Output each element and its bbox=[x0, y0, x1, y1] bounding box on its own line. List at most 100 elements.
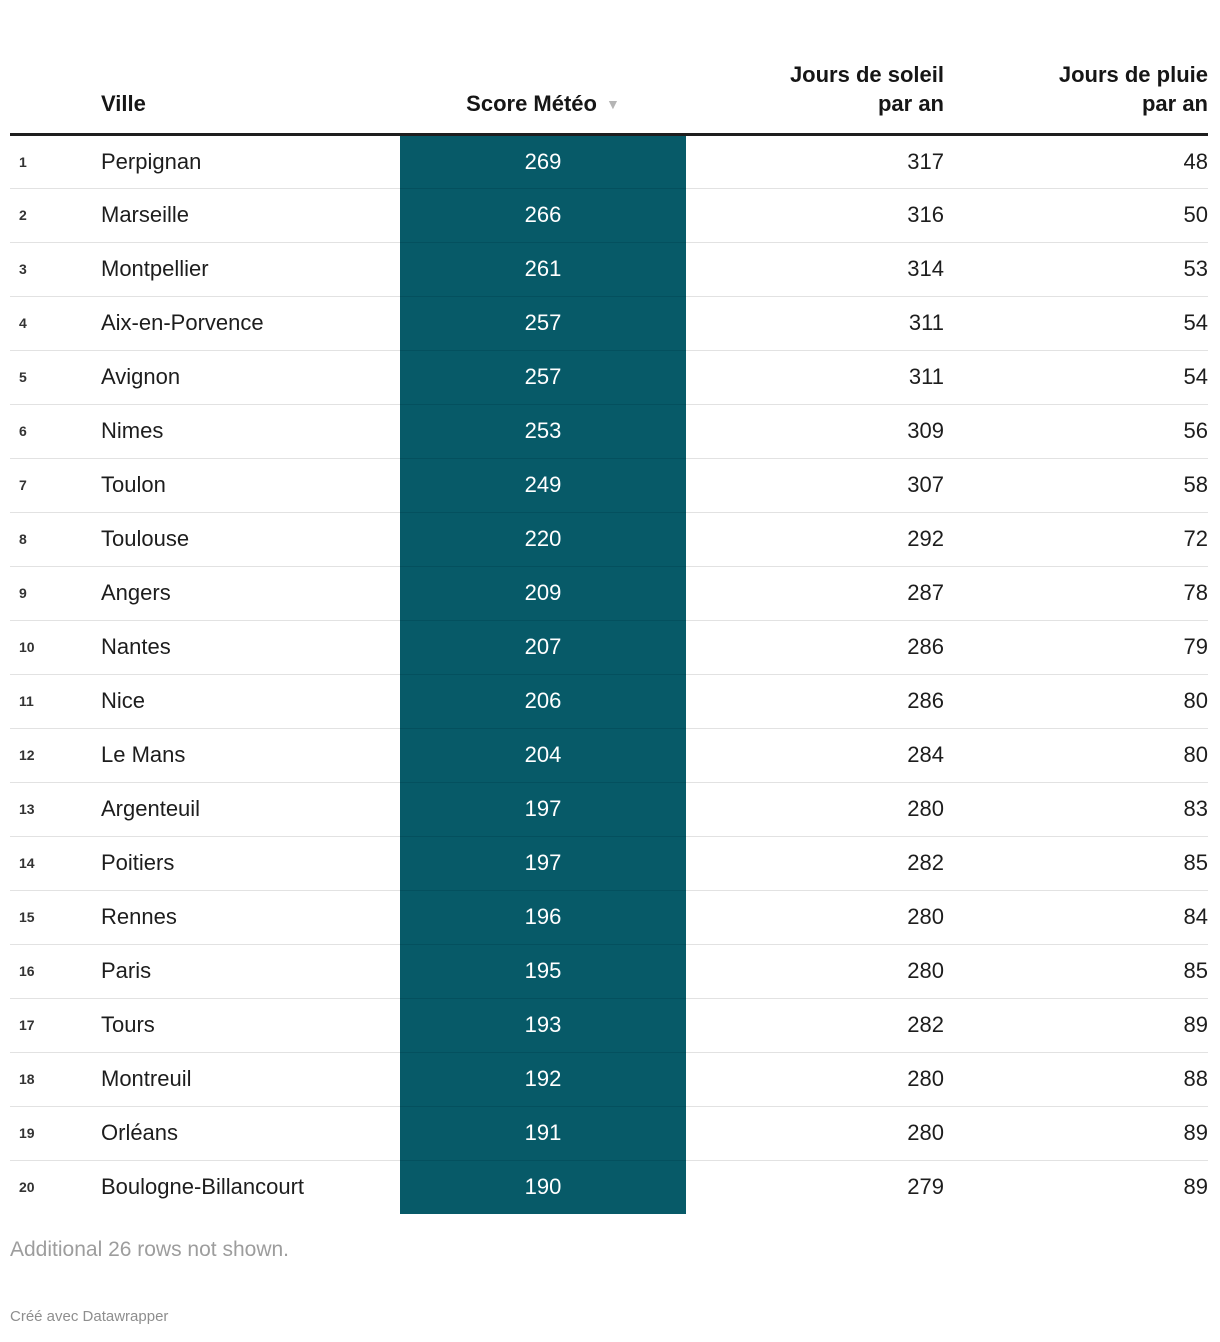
col-header-ville[interactable]: Ville bbox=[90, 0, 400, 136]
col-header-score-label: Score Météo bbox=[466, 91, 597, 117]
row-city-name: Aix-en-Porvence bbox=[90, 295, 400, 350]
table-row: 15 Rennes 196 280 84 bbox=[10, 889, 1208, 944]
table-row: 9 Angers 209 287 78 bbox=[10, 565, 1208, 620]
row-sunny-days: 279 bbox=[686, 1159, 944, 1214]
row-rainy-days: 50 bbox=[944, 187, 1208, 242]
table-row: 5 Avignon 257 311 54 bbox=[10, 349, 1208, 404]
row-rainy-days: 48 bbox=[1183, 148, 1208, 174]
row-sunny-days: 311 bbox=[686, 349, 944, 404]
col-header-jours-pluie[interactable]: Jours de pluie par an bbox=[944, 0, 1208, 136]
row-rainy-days: 53 bbox=[944, 241, 1208, 296]
row-rank-number: 6 bbox=[10, 403, 90, 458]
row-city-name: Tours bbox=[90, 997, 400, 1052]
row-rank-number: 2 bbox=[10, 187, 90, 242]
row-score-meteo-cell: 206 bbox=[400, 673, 686, 728]
row-score-meteo-cell: 193 bbox=[400, 997, 686, 1052]
row-score-meteo-cell: 261 bbox=[400, 241, 686, 296]
col-header-score-meteo[interactable]: Score Météo ▼ bbox=[400, 0, 686, 136]
row-city-name: Montreuil bbox=[90, 1051, 400, 1106]
col-header-soleil-line1: Jours de soleil bbox=[789, 62, 944, 88]
row-sunny-days: 282 bbox=[686, 997, 944, 1052]
row-rank-number: 20 bbox=[10, 1159, 90, 1214]
row-score-meteo-cell: 249 bbox=[400, 457, 686, 512]
row-rainy-days: 85 bbox=[944, 943, 1208, 998]
row-city-name: Nice bbox=[90, 673, 400, 728]
row-score-meteo-cell: 191 bbox=[400, 1105, 686, 1160]
row-score-meteo-cell: 220 bbox=[400, 511, 686, 566]
row-city-name: Orléans bbox=[90, 1105, 400, 1160]
table-row: 18 Montreuil 192 280 88 bbox=[10, 1051, 1208, 1106]
row-sunny-days: 286 bbox=[686, 619, 944, 674]
row-rank-number: 11 bbox=[10, 673, 90, 728]
row-score-meteo-cell: 207 bbox=[400, 619, 686, 674]
row-city-name: Rennes bbox=[90, 889, 400, 944]
row-sunny-days: 286 bbox=[686, 673, 944, 728]
table-row: 11 Nice 206 286 80 bbox=[10, 673, 1208, 728]
col-header-rank bbox=[10, 0, 90, 136]
table-row: 4 Aix-en-Porvence 257 311 54 bbox=[10, 295, 1208, 350]
row-rank-number: 9 bbox=[10, 565, 90, 620]
row-rainy-days: 78 bbox=[944, 565, 1208, 620]
row-city-name: Paris bbox=[90, 943, 400, 998]
row-score-meteo-cell: 195 bbox=[400, 943, 686, 998]
row-city-name: Marseille bbox=[90, 187, 400, 242]
row-sunny-days: 282 bbox=[686, 835, 944, 890]
row-sunny-days: 309 bbox=[686, 403, 944, 458]
table-header: Ville Score Météo ▼ Jours de soleil par an… bbox=[10, 0, 1208, 136]
table-row: 19 Orléans 191 280 89 bbox=[10, 1105, 1208, 1160]
row-rainy-days: 83 bbox=[944, 781, 1208, 836]
row-rainy-days: 89 bbox=[944, 1159, 1208, 1214]
table-row: 10 Nantes 207 286 79 bbox=[10, 619, 1208, 674]
row-rank-number: 18 bbox=[10, 1051, 90, 1106]
table-row: 16 Paris 195 280 85 bbox=[10, 943, 1208, 998]
row-rank-number: 5 bbox=[10, 349, 90, 404]
row-rank-number: 3 bbox=[10, 241, 90, 296]
col-header-pluie-line2: par an bbox=[1141, 91, 1208, 117]
row-sunny-days: 284 bbox=[686, 727, 944, 782]
row-rank-number: 8 bbox=[10, 511, 90, 566]
row-sunny-days: 287 bbox=[686, 565, 944, 620]
sort-descending-icon: ▼ bbox=[605, 96, 620, 113]
row-rainy-days: 58 bbox=[944, 457, 1208, 512]
table-row: 20 Boulogne-Billancourt 190 279 89 bbox=[10, 1159, 1208, 1214]
row-rainy-days: 54 bbox=[944, 295, 1208, 350]
row-rainy-days: 85 bbox=[944, 835, 1208, 890]
row-city-name: Argenteuil bbox=[90, 781, 400, 836]
row-city-name: Avignon bbox=[90, 349, 400, 404]
row-sunny-days: 311 bbox=[686, 295, 944, 350]
row-city-name: Angers bbox=[90, 565, 400, 620]
row-sunny-days: 280 bbox=[686, 943, 944, 998]
row-score-meteo-cell: 197 bbox=[400, 781, 686, 836]
table-row: 1 Perpignan 269 317 48 bbox=[10, 134, 1208, 188]
row-sunny-days: 280 bbox=[686, 781, 944, 836]
row-rank-number: 16 bbox=[10, 943, 90, 998]
row-sunny-days: 314 bbox=[686, 241, 944, 296]
row-city-name: Toulon bbox=[90, 457, 400, 512]
row-rainy-days: 56 bbox=[944, 403, 1208, 458]
table-row: 8 Toulouse 220 292 72 bbox=[10, 511, 1208, 566]
col-header-jours-soleil[interactable]: Jours de soleil par an bbox=[686, 0, 944, 136]
row-score-meteo-cell: 269 bbox=[400, 134, 686, 188]
row-score-meteo-cell: 196 bbox=[400, 889, 686, 944]
row-sunny-days: 280 bbox=[686, 1051, 944, 1106]
table-row: 2 Marseille 266 316 50 bbox=[10, 187, 1208, 242]
table-row: 7 Toulon 249 307 58 bbox=[10, 457, 1208, 512]
row-sunny-days: 317 bbox=[907, 148, 944, 174]
datawrapper-credit[interactable]: Créé avec Datawrapper bbox=[10, 1308, 169, 1325]
row-rank-number: 12 bbox=[10, 727, 90, 782]
row-score-meteo-cell: 190 bbox=[400, 1159, 686, 1214]
rows-not-shown-note: Additional 26 rows not shown. bbox=[10, 1238, 289, 1261]
row-rank-number: 17 bbox=[10, 997, 90, 1052]
table-row: 3 Montpellier 261 314 53 bbox=[10, 241, 1208, 296]
row-city-name: Nimes bbox=[90, 403, 400, 458]
row-city-name: Le Mans bbox=[90, 727, 400, 782]
row-rainy-days: 84 bbox=[944, 889, 1208, 944]
row-score-meteo-cell: 266 bbox=[400, 187, 686, 242]
row-rainy-days: 54 bbox=[944, 349, 1208, 404]
row-rainy-days: 80 bbox=[944, 673, 1208, 728]
row-rank-number: 13 bbox=[10, 781, 90, 836]
row-score-meteo-cell: 257 bbox=[400, 349, 686, 404]
table-row: 17 Tours 193 282 89 bbox=[10, 997, 1208, 1052]
row-rainy-days: 88 bbox=[944, 1051, 1208, 1106]
